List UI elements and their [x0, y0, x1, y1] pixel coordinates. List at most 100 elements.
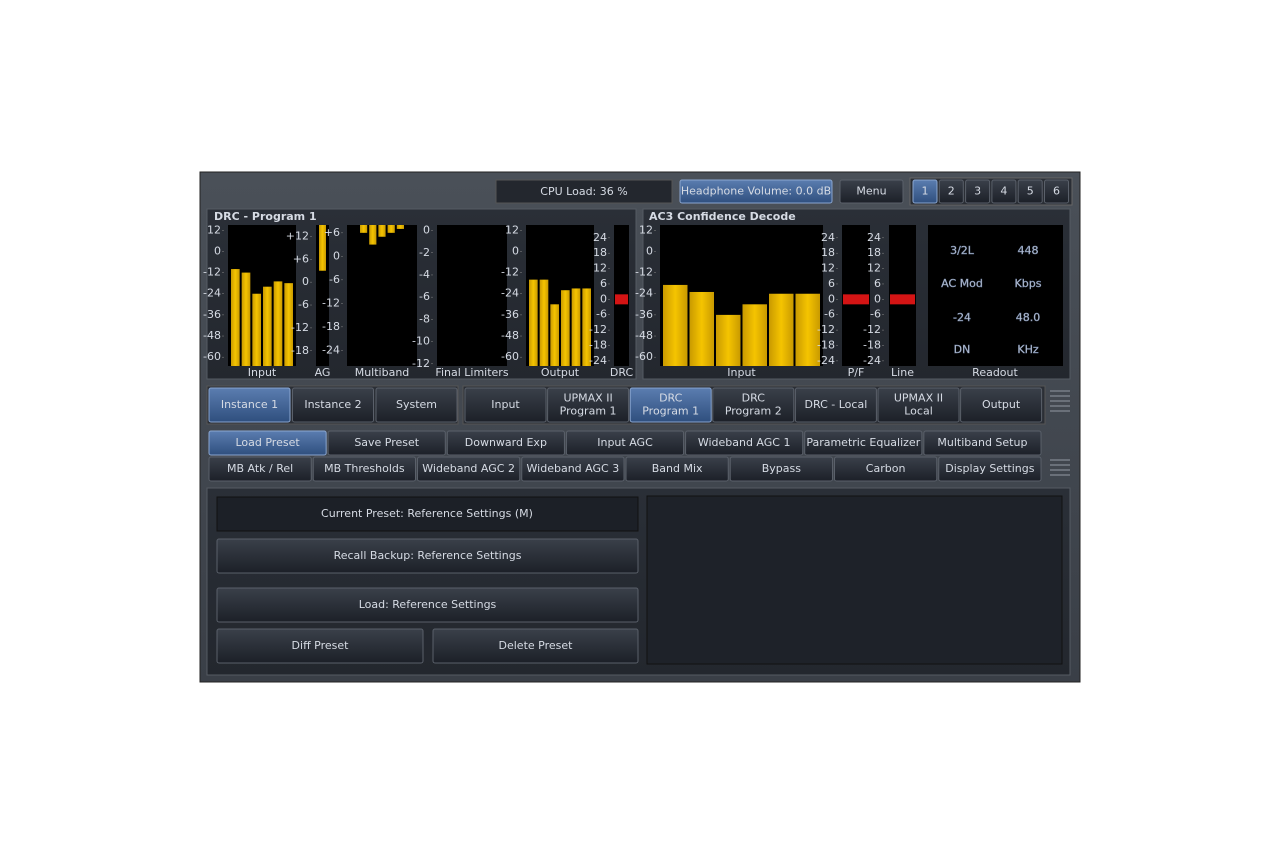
meter-tick: -24: [863, 354, 881, 367]
function-tab-label[interactable]: Parametric Equalizer: [806, 436, 920, 449]
instance-tab-label[interactable]: Instance 1: [221, 398, 278, 411]
function-tab-label[interactable]: Load Preset: [235, 436, 300, 449]
headphone-volume-label[interactable]: Headphone Volume: 0.0 dB: [681, 185, 831, 198]
headphone-volume[interactable]: [679, 179, 833, 204]
function-tab[interactable]: [446, 430, 565, 456]
meter-tick: -12: [291, 321, 309, 334]
meter-tick: 12: [867, 262, 881, 275]
meter-tick: 0: [333, 249, 340, 262]
function-tab-label[interactable]: Save Preset: [354, 436, 419, 449]
page-tab-label[interactable]: 4: [1000, 185, 1007, 198]
status-box: [216, 496, 639, 532]
function-tab[interactable]: [521, 456, 625, 482]
function-tab-label[interactable]: Wideband AGC 2: [422, 462, 515, 475]
instance-tab[interactable]: [208, 387, 291, 423]
meter-tick: -24: [322, 343, 340, 356]
function-tab[interactable]: [685, 430, 804, 456]
function-tab-label[interactable]: Band Mix: [652, 462, 703, 475]
meter-bar: [396, 225, 404, 229]
page-tab-label[interactable]: 2: [948, 185, 955, 198]
function-tab[interactable]: [834, 456, 938, 482]
module-tab[interactable]: [794, 387, 877, 423]
module-tab-label[interactable]: Program 2: [725, 405, 782, 418]
page-tab[interactable]: [938, 179, 964, 204]
preset-button[interactable]: [216, 538, 639, 574]
page-tab-label[interactable]: 6: [1053, 185, 1060, 198]
function-tab-label[interactable]: MB Thresholds: [324, 462, 405, 475]
meter-tick: 0: [600, 292, 607, 305]
instance-tab[interactable]: [292, 387, 374, 423]
function-tab[interactable]: [923, 430, 1042, 456]
preset-button-label[interactable]: Diff Preset: [292, 639, 350, 652]
meter-label: P/F: [848, 366, 865, 379]
page-tab-label[interactable]: 1: [922, 185, 929, 198]
meter-tick: -8: [419, 312, 430, 325]
function-tab-label[interactable]: Input AGC: [597, 436, 653, 449]
function-tab[interactable]: [729, 456, 833, 482]
page-tab[interactable]: [991, 179, 1017, 204]
preset-button[interactable]: [216, 587, 639, 623]
page-tab[interactable]: [1044, 179, 1069, 204]
preset-button[interactable]: [432, 628, 639, 664]
instance-tab[interactable]: [375, 387, 458, 423]
meter-bar: [263, 286, 272, 366]
page-tab[interactable]: [1017, 179, 1043, 204]
page-tab-label[interactable]: 3: [974, 185, 981, 198]
module-tab[interactable]: [960, 387, 1043, 423]
meter-tick: +6: [324, 226, 340, 239]
preset-button-label[interactable]: Delete Preset: [499, 639, 574, 652]
function-tab-label[interactable]: Downward Exp: [465, 436, 547, 449]
function-tab-label[interactable]: Carbon: [866, 462, 906, 475]
meter-bar: [231, 269, 240, 366]
page-tab[interactable]: [912, 179, 938, 204]
function-tab-label[interactable]: Display Settings: [945, 462, 1034, 475]
function-tab[interactable]: [417, 456, 521, 482]
function-tab-label[interactable]: Wideband AGC 3: [527, 462, 620, 475]
module-tab-label[interactable]: Program 1: [560, 405, 617, 418]
function-tab[interactable]: [938, 456, 1042, 482]
module-tab-label[interactable]: Output: [982, 398, 1021, 411]
meter-tick: -24: [817, 354, 835, 367]
module-tab[interactable]: [464, 387, 547, 423]
function-tab-label[interactable]: MB Atk / Rel: [227, 462, 293, 475]
instance-tab-label[interactable]: Instance 2: [304, 398, 361, 411]
function-tab[interactable]: [312, 456, 416, 482]
function-tab[interactable]: [208, 430, 327, 456]
function-tab-label[interactable]: Multiband Setup: [937, 436, 1027, 449]
meter-tick: -2: [419, 246, 430, 259]
meter-bar: [284, 283, 293, 366]
function-tab[interactable]: [625, 456, 729, 482]
menu-button[interactable]: [839, 179, 904, 204]
module-tab-label[interactable]: Program 1: [642, 405, 699, 418]
meter-bar: [539, 279, 549, 366]
module-tab-label[interactable]: Input: [491, 398, 520, 411]
menu-button-label[interactable]: Menu: [856, 185, 886, 198]
function-tab[interactable]: [327, 430, 446, 456]
module-tab[interactable]: [877, 387, 960, 423]
module-tab[interactable]: [629, 387, 712, 423]
function-tab-label[interactable]: Wideband AGC 1: [698, 436, 791, 449]
module-tab-label[interactable]: DRC: [659, 392, 683, 405]
preset-button[interactable]: [216, 628, 424, 664]
page-tab[interactable]: [965, 179, 991, 204]
module-tab-label[interactable]: DRC: [742, 392, 766, 405]
instance-tab-label[interactable]: System: [396, 398, 437, 411]
meter-tick: -12: [817, 323, 835, 336]
cpu-load: CPU Load: 36 %: [540, 185, 627, 198]
function-tab[interactable]: [804, 430, 923, 456]
function-tab[interactable]: [208, 456, 312, 482]
preset-button-label[interactable]: Recall Backup: Reference Settings: [334, 549, 522, 562]
module-tab[interactable]: [547, 387, 630, 423]
module-tab-label[interactable]: UPMAX II: [563, 392, 612, 405]
module-tab-label[interactable]: UPMAX II: [894, 392, 943, 405]
meter-label: Line: [891, 366, 914, 379]
module-tab-label[interactable]: Local: [904, 405, 933, 418]
readout-value: 448: [1018, 244, 1039, 257]
page-tab-label[interactable]: 5: [1027, 185, 1034, 198]
function-tab[interactable]: [565, 430, 685, 456]
module-tab[interactable]: [712, 387, 795, 423]
preset-button-label[interactable]: Load: Reference Settings: [359, 598, 497, 611]
function-tab-label[interactable]: Bypass: [762, 462, 802, 475]
meter-tick: -24: [635, 287, 653, 300]
module-tab-label[interactable]: DRC - Local: [805, 398, 868, 411]
